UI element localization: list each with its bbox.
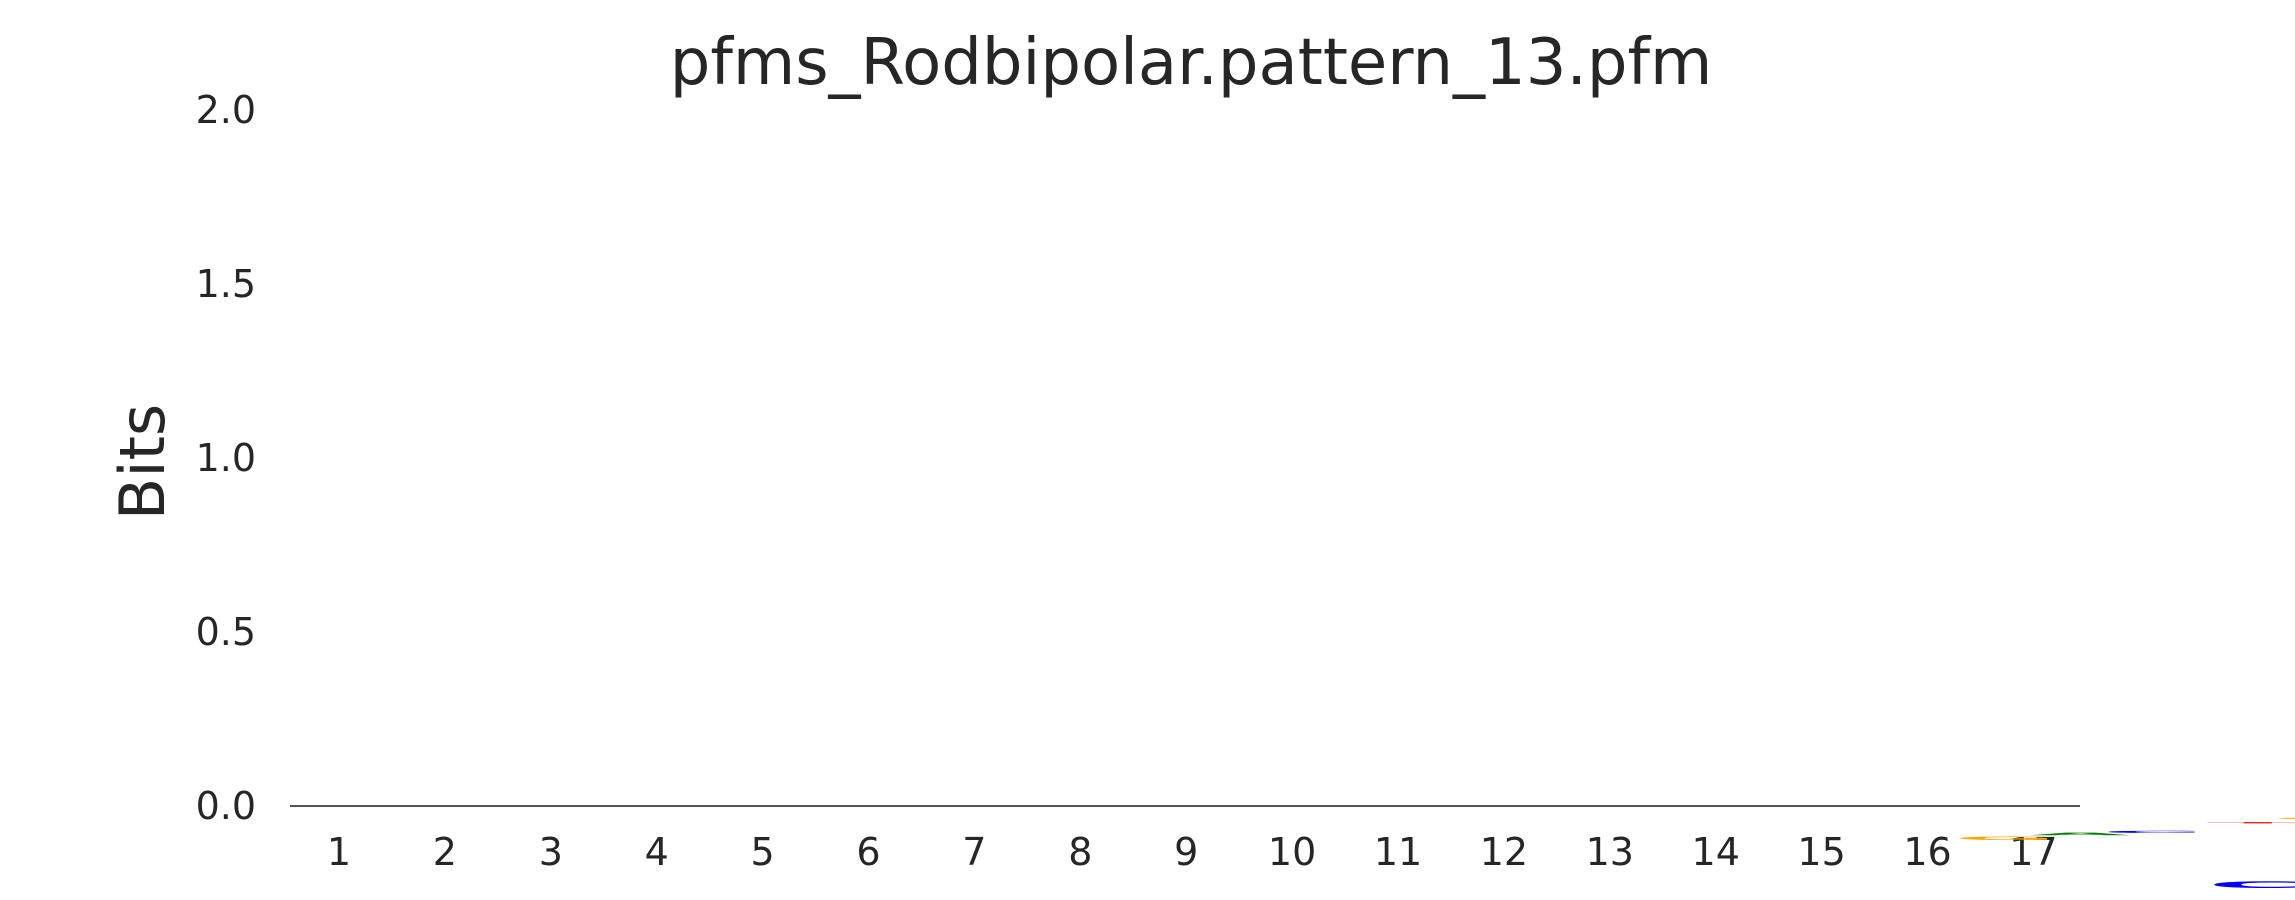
x-axis-ticks: 1 2 3 4 5 6 7 8 9 10 11 12 13 14 15 16 17 (327, 830, 2058, 874)
y-axis-ticks: 0.0 0.5 1.0 1.5 2.0 (196, 88, 256, 828)
logo-letter-c: C (2207, 880, 2295, 890)
x-tick-label: 10 (1268, 830, 1316, 874)
y-tick-label: 1.5 (196, 262, 256, 306)
y-tick-label: 0.5 (196, 610, 256, 654)
chart-title: pfms_Rodbipolar.pattern_13.pfm (670, 26, 1713, 100)
x-tick-label: 13 (1586, 830, 1634, 874)
x-tick-label: 14 (1692, 830, 1740, 874)
x-tick-label: 3 (539, 830, 563, 874)
x-tick-label: 11 (1374, 830, 1422, 874)
x-tick-label: 12 (1480, 830, 1528, 874)
x-tick-label: 17 (2009, 830, 2057, 874)
x-tick-label: 8 (1068, 830, 1092, 874)
logo-letter-g: G (2272, 817, 2295, 819)
x-tick-label: 5 (751, 830, 775, 874)
x-tick-label: 9 (1174, 830, 1198, 874)
x-tick-label: 1 (327, 830, 351, 874)
x-tick-label: 16 (1903, 830, 1951, 874)
x-tick-label: 7 (962, 830, 986, 874)
x-tick-label: 6 (856, 830, 880, 874)
x-tick-label: 2 (433, 830, 457, 874)
y-axis-label: Bits (106, 404, 179, 520)
y-tick-label: 1.0 (196, 436, 256, 480)
logo-letter-t: T (2207, 822, 2295, 824)
letter-stacks: TCAGTCAGTAGCAGCACGACTGGTCAGCTATCAGGACTTC… (1954, 817, 2295, 890)
logo-letter-c: C (2101, 830, 2203, 833)
y-tick-label: 2.0 (196, 88, 256, 132)
x-tick-label: 4 (645, 830, 669, 874)
y-tick-label: 0.0 (196, 784, 256, 828)
x-tick-label: 15 (1797, 830, 1845, 874)
logo-letter-g: G (1954, 836, 2056, 841)
logo-letter-a: A (2029, 832, 2131, 836)
